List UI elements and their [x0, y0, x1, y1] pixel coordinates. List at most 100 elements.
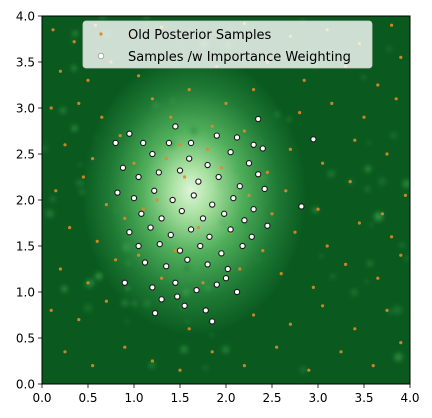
old-sample-point	[169, 115, 173, 119]
old-sample-point	[77, 101, 81, 105]
weighted-sample-point	[135, 173, 142, 181]
old-sample-point	[376, 276, 380, 280]
density-speckle	[287, 117, 292, 122]
old-sample-point	[403, 193, 407, 197]
density-speckle	[205, 285, 211, 291]
old-sample-point	[141, 207, 145, 211]
density-speckle	[180, 345, 188, 353]
old-sample-point	[247, 193, 251, 197]
density-speckle	[113, 207, 118, 213]
weighted-sample-point	[233, 288, 241, 296]
y-tick-label: 2.0	[16, 193, 35, 207]
density-speckle	[185, 319, 190, 324]
density-speckle	[94, 135, 98, 139]
old-sample-point	[399, 55, 403, 60]
old-sample-point	[224, 101, 228, 105]
x-tick-label: 2.0	[216, 391, 235, 405]
density-speckle	[260, 175, 266, 181]
density-speckle	[169, 132, 174, 137]
old-sample-point	[58, 267, 63, 271]
old-sample-point	[242, 129, 246, 133]
density-speckle	[143, 16, 150, 19]
weighted-sample-point	[147, 224, 154, 231]
density-speckle	[274, 112, 280, 118]
weighted-sample-point	[138, 210, 145, 217]
old-sample-point	[311, 285, 315, 289]
legend-old-label: Old Posterior Samples	[128, 28, 272, 43]
weighted-sample-point	[250, 141, 257, 148]
importance-weighted-series	[112, 115, 317, 325]
old-sample-point	[399, 341, 403, 345]
weighted-sample-point	[187, 139, 195, 147]
y-tick-label: 1.0	[16, 285, 35, 299]
density-speckle	[386, 46, 392, 52]
legend-iw-label: Samples /w Importance Weighting	[128, 50, 351, 65]
density-speckle	[170, 98, 176, 104]
old-sample-point	[321, 304, 325, 308]
weighted-sample-point	[187, 226, 195, 233]
old-posterior-series	[49, 21, 407, 372]
weighted-sample-point	[186, 155, 193, 162]
old-sample-point	[252, 88, 256, 92]
weighted-sample-point	[209, 318, 216, 325]
old-sample-point	[63, 350, 67, 354]
density-speckle	[404, 256, 409, 261]
y-tick-label: 1.5	[16, 239, 35, 253]
old-sample-point	[150, 359, 154, 363]
weighted-sample-point	[213, 132, 220, 139]
weighted-sample-point	[126, 130, 133, 137]
weighted-sample-point	[230, 195, 237, 202]
density-speckle	[394, 353, 403, 362]
weighted-sample-point	[178, 207, 185, 215]
weighted-sample-point	[135, 242, 142, 250]
old-sample-point	[380, 212, 384, 216]
old-sample-point	[104, 299, 108, 303]
weighted-sample-point	[215, 173, 222, 181]
old-sample-point	[371, 364, 375, 368]
weighted-sample-point	[197, 242, 204, 250]
weighted-sample-point	[245, 160, 253, 167]
old-sample-point	[63, 143, 67, 147]
density-speckle	[132, 301, 137, 306]
weighted-sample-point	[213, 281, 220, 288]
weighted-sample-point	[224, 265, 231, 273]
density-speckle	[387, 308, 393, 315]
density-speckle	[78, 162, 83, 168]
old-sample-point	[91, 364, 95, 368]
weighted-sample-point	[155, 169, 162, 176]
weighted-sample-point	[151, 187, 158, 194]
density-speckle	[366, 140, 372, 145]
density-speckle	[209, 332, 214, 337]
weighted-sample-point	[158, 215, 165, 222]
old-sample-point	[270, 212, 274, 216]
old-sample-point	[51, 28, 55, 32]
old-sample-point	[210, 350, 214, 354]
old-sample-point	[394, 97, 398, 101]
old-sample-point	[357, 221, 361, 225]
weighted-sample-point	[130, 195, 138, 202]
weighted-sample-point	[204, 161, 211, 169]
density-speckle	[255, 139, 263, 147]
legend: Old Posterior Samples Samples /w Importa…	[82, 20, 373, 69]
density-speckle	[182, 288, 190, 297]
weighted-sample-point	[114, 189, 121, 196]
density-speckle	[330, 274, 336, 279]
old-sample-point	[279, 272, 283, 276]
old-sample-point	[261, 249, 265, 253]
density-speckle	[79, 189, 85, 195]
weighted-sample-point	[255, 171, 262, 178]
density-speckle	[374, 212, 384, 222]
density-speckle	[362, 76, 366, 79]
old-sample-point	[91, 157, 95, 161]
weighted-sample-point	[255, 115, 262, 123]
weighted-sample-point	[204, 261, 211, 268]
weighted-sample-point	[199, 215, 207, 222]
old-sample-point	[330, 101, 334, 105]
old-sample-point	[307, 368, 311, 372]
old-sample-point	[187, 88, 191, 92]
weighted-sample-point	[172, 279, 179, 286]
old-sample-point	[298, 111, 302, 115]
density-speckle	[72, 30, 78, 37]
weighted-sample-point	[218, 250, 225, 257]
x-tick-label: 0.5	[78, 391, 97, 405]
